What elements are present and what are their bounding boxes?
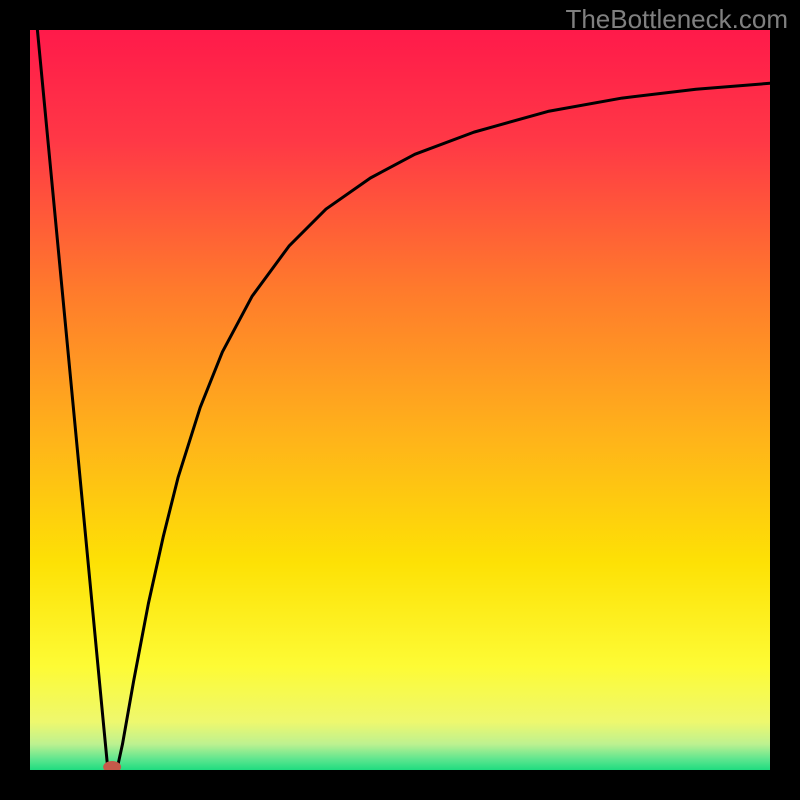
plot-area bbox=[30, 30, 770, 770]
gradient-background bbox=[30, 30, 770, 770]
watermark-label: TheBottleneck.com bbox=[565, 4, 788, 35]
chart-svg bbox=[30, 30, 770, 770]
